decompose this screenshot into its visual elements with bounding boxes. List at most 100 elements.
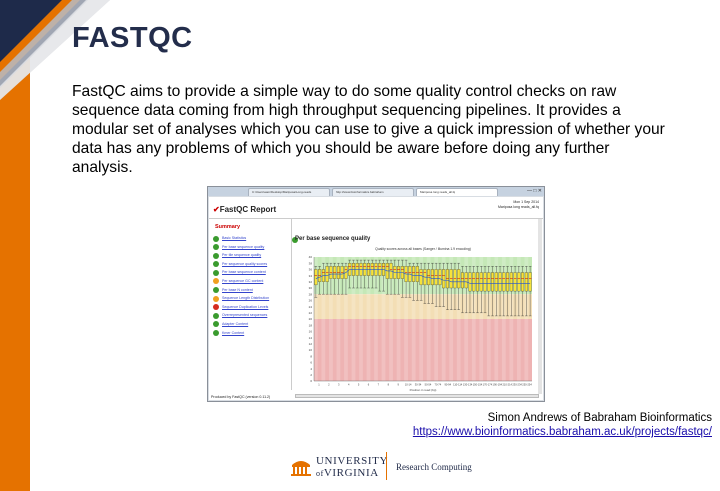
browser-tab-active: Mariposa long reads_all.fq	[416, 188, 498, 196]
vertical-scrollbar[interactable]	[538, 219, 542, 394]
x-tick-label: 4	[348, 383, 350, 387]
quality-box	[412, 266, 416, 282]
pass-icon	[213, 330, 219, 337]
summary-title: Summary	[215, 224, 241, 230]
fail-icon	[213, 304, 219, 311]
column-stripe	[456, 257, 461, 381]
slide-title: FASTQC	[72, 22, 193, 54]
quality-box	[517, 272, 521, 292]
quality-box	[502, 272, 506, 292]
x-tick-label: 70-74	[435, 383, 442, 387]
pass-icon	[213, 287, 219, 294]
summary-item-label: Sequence Duplication Levels	[222, 304, 269, 309]
pass-icon	[213, 261, 219, 268]
quality-box	[524, 272, 528, 292]
x-tick-label: 8	[388, 383, 390, 387]
column-stripe	[441, 257, 446, 381]
summary-item[interactable]: Basic Statistics	[213, 234, 289, 243]
quality-zone	[314, 319, 532, 381]
horizontal-scrollbar[interactable]	[295, 394, 539, 398]
x-tick-label: 7	[378, 383, 380, 387]
summary-item[interactable]: Overrepresented sequences	[213, 311, 289, 320]
column-stripe	[396, 257, 401, 381]
column-stripe	[486, 257, 491, 381]
y-tick-label: 12	[309, 342, 313, 346]
column-stripe	[336, 257, 341, 381]
y-tick-label: 28	[309, 292, 313, 296]
project-link[interactable]: https://www.bioinformatics.babraham.ac.u…	[412, 426, 712, 438]
summary-item[interactable]: Sequence Duplication Levels	[213, 303, 289, 312]
x-tick-label: 50-54	[425, 383, 432, 387]
y-tick-label: 24	[309, 305, 313, 309]
y-tick-label: 0	[310, 379, 312, 383]
y-tick-label: 6	[310, 361, 312, 365]
browser-tab: C:\Users\sam\Desktop\Mariposa\Long-reads	[248, 188, 330, 196]
university-wordmark: ofVIRGINIA	[316, 467, 379, 479]
credit-text: Simon Andrews of Babraham Bioinformatics	[487, 412, 712, 424]
window-controls-icon: — □ ✕	[527, 188, 542, 194]
unit-name: Research Computing	[396, 462, 472, 472]
report-file: Mariposa long reads_all.fq	[497, 205, 539, 209]
x-tick-label: 2	[328, 383, 330, 387]
column-stripe	[524, 257, 529, 381]
y-tick-label: 36	[309, 268, 313, 272]
column-stripe	[434, 257, 439, 381]
summary-item[interactable]: Per base sequence content	[213, 268, 289, 277]
x-axis-label: Position in read (bp)	[410, 388, 437, 392]
summary-item-label: Overrepresented sequences	[222, 313, 268, 318]
x-tick-label: 90-94	[444, 383, 451, 387]
y-tick-label: 32	[309, 280, 313, 284]
browser-tab: http://www.bioinformatics.babraham	[332, 188, 414, 196]
summary-item-label: Per sequence quality scores	[222, 261, 268, 266]
quality-box	[314, 269, 318, 286]
y-tick-label: 26	[309, 299, 313, 303]
logo-divider	[386, 452, 387, 480]
x-tick-label: 130-134	[463, 383, 473, 387]
quality-box	[442, 269, 446, 289]
quality-box	[430, 269, 434, 286]
column-stripe	[404, 257, 408, 381]
summary-item[interactable]: Per sequence quality scores	[213, 260, 289, 269]
summary-item[interactable]: Per base N content	[213, 286, 289, 295]
x-tick-label: 3	[338, 383, 340, 387]
quality-box	[491, 272, 495, 292]
column-stripe	[516, 257, 521, 381]
y-tick-label: 4	[310, 367, 312, 371]
summary-item[interactable]: Sequence Length Distribution	[213, 294, 289, 303]
quality-box	[325, 266, 329, 282]
y-tick-label: 34	[309, 274, 313, 278]
pass-icon	[292, 237, 298, 243]
summary-item[interactable]: Per sequence GC content	[213, 277, 289, 286]
x-tick-label: 110-114	[453, 383, 463, 387]
y-tick-label: 14	[309, 336, 313, 340]
column-stripe	[351, 257, 356, 381]
summary-item[interactable]: Per tile sequence quality	[213, 251, 289, 260]
summary-item-label: Adapter Content	[222, 321, 249, 326]
summary-item-label: Basic Statistics	[222, 236, 247, 240]
quality-box	[506, 272, 510, 292]
quality-box	[468, 272, 472, 292]
summary-item[interactable]: Adapter Content	[213, 320, 289, 329]
rotunda-logo-icon	[291, 461, 311, 476]
column-stripe	[411, 257, 416, 381]
column-stripe	[389, 257, 393, 381]
pass-icon	[213, 321, 219, 328]
university-wordmark: UNIVERSITY	[316, 455, 388, 467]
summary-item[interactable]: Per base sequence quality	[213, 243, 289, 252]
column-stripe	[426, 257, 431, 381]
column-stripe	[419, 257, 423, 381]
column-stripe	[449, 257, 454, 381]
column-stripe	[479, 257, 484, 381]
summary-item-label: Per sequence GC content	[222, 278, 264, 283]
summary-item[interactable]: Kmer Content	[213, 329, 289, 338]
quality-box	[513, 272, 517, 292]
x-tick-label: 210-214	[502, 383, 512, 387]
quality-box	[419, 269, 423, 286]
fastqc-report-screenshot: C:\Users\sam\Desktop\Mariposa\Long-reads…	[207, 186, 545, 402]
x-tick-label: 30-34	[415, 383, 422, 387]
quality-box	[472, 272, 476, 292]
quality-box	[464, 272, 468, 289]
mean-line	[315, 269, 531, 284]
y-tick-label: 40	[309, 255, 313, 259]
report-header: ✔FastQC Report Mon 1 Sep 2014 Mariposa l…	[209, 197, 543, 219]
